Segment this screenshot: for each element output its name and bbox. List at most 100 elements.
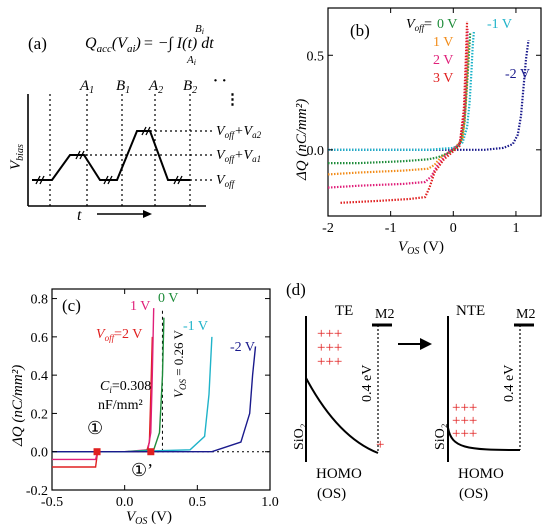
level-guides [70,130,214,181]
marker-b2: B2 [183,78,197,96]
level-voff: Voff [216,173,236,189]
panel-b-ylabel: ΔQ (nC/mm²) [294,99,310,181]
y-tick-label: 0.0 [307,144,325,159]
y-tick-label: -0.2 [26,484,48,499]
pulse-markers: A1 B1 A2 B2 · · ⋮ [79,73,240,108]
eq-arg-sub: ai [127,43,136,55]
panel-b-ticks: -2 -1 0 1 0.0 0.5 [307,8,541,236]
x-tick-label: 0.0 [116,495,134,510]
marker-dots: · · [213,73,227,89]
panel-c-series-label-0v: 0 V [158,291,178,306]
transition-arrowhead [420,338,432,350]
te-interface-charges-1: +++ [317,326,342,342]
state-marker-1 [93,448,101,456]
marker-dots-vertical: ⋮ [225,92,240,108]
panel-c: -0.5 0.0 0.5 1.0 -0.2 0.0 0.2 0.4 0.6 0.8 (c) ΔQ … [10,288,279,527]
panel-b-series-label-3v: 3 V [433,71,453,86]
y-tick-label: 0.0 [31,446,49,461]
panel-b-label: (b) [350,21,370,40]
panel-b: (b) -2 -1 0 1 0.0 0.5 ΔQ (nC/mm²) VOS (V) Vof… [294,7,542,257]
time-arrowhead [143,210,152,218]
svg-text:Qacc(Vai)= −∫ I(t) dt: Qacc(Vai) = −∫ I(t) dt [85,35,214,55]
eq-arg: (V [112,35,129,52]
panel-a-label: (a) [28,34,47,53]
panel-c-xlabel: VOS (V) [126,509,172,527]
panel-c-voff-label: Voff=2 V [96,327,142,343]
y-tick-label: 0.4 [31,369,49,384]
te-barrier-label: 0.4 eV [360,365,375,402]
te-homo-label: HOMO [316,466,362,482]
int-lower: A [186,54,194,66]
panel-c-marker-1p-label: ①’ [131,460,153,480]
nte-metal-label: M2 [516,307,535,322]
x-tick-label: 1.0 [261,495,279,510]
te-title: TE [335,303,353,319]
panel-c-ci-label: Ci=0.308 [100,379,151,395]
bias-waveform [32,130,190,181]
state-marker-2 [147,448,155,456]
series-line-1-v [327,40,470,176]
panel-c-series-label-m2v: -2 V [230,340,255,355]
marker-b1: B1 [116,78,130,96]
series-line-2-v [328,39,530,151]
x-tick-label: 1 [512,221,519,236]
te-os-label: (OS) [317,486,346,502]
eq-lhs: Q [85,35,97,52]
svg-text:Ai: Ai [186,54,196,67]
panel-c-frame [51,288,271,491]
level-va2: Voff+Va2 [216,124,262,140]
nte-oxide-label: SiO₂ [433,423,448,450]
te-metal-label: M2 [375,307,394,322]
marker-a2: A2 [148,78,163,96]
series-line-2-v [52,346,257,453]
nte-homo-label: HOMO [458,466,504,482]
x-tick-label: -1 [385,221,397,236]
x-tick-label: -2 [322,221,334,236]
te-hole-charge: + [376,437,384,453]
panel-c-series-label-1v: 1 V [130,299,150,314]
nte-barrier-label: 0.4 eV [502,365,517,402]
marker-a1: A1 [79,78,94,96]
svg-text:Bi: Bi [195,23,204,36]
panel-b-voff-label: Voff= [406,17,432,33]
eq-lhs-sub: acc [97,43,112,55]
panel-b-series-label-m2v: -2 V [505,67,530,82]
level-va1: Voff+Va1 [216,148,261,164]
eq-arg-close: ) [135,35,141,52]
nte-interface-charges-1: +++ [452,400,477,416]
x-tick-label: 0.5 [189,495,207,510]
nte-title: NTE [456,303,485,319]
y-tick-label: 0.8 [31,293,49,308]
te-diagram: TE M2 0.4 eV SiO₂ +++ +++ +++ + HOMO (OS… [292,303,394,502]
vbias-sub: bias [15,144,26,161]
nte-interface-charges-2: +++ [452,413,477,429]
int-upper: B [195,23,202,35]
panel-c-marker-1-label: ① [87,418,103,438]
pulse-guides [49,94,191,206]
y-tick-label: 0.5 [307,49,325,64]
panel-c-ticks: -0.5 0.0 0.5 1.0 -0.2 0.0 0.2 0.4 0.6 0.8 [26,289,279,510]
panel-d-label: (d) [286,280,306,299]
series-line-1-v [52,336,213,453]
te-oxide-label: SiO₂ [292,423,307,450]
nte-diagram: NTE M2 0.4 eV SiO₂ +++ +++ +++ HOMO (OS) [433,303,535,502]
nte-interface-charges-3: +++ [452,426,477,442]
integral-equation: Qacc(Vai) = −∫ I(t) dt Bi Ai [85,23,214,67]
panel-c-ylabel: ΔQ (nC/mm²) [10,365,26,447]
panel-c-label: (c) [62,296,81,315]
panel-c-plot [52,308,270,468]
x-tick-label: 0 [450,221,457,236]
x-tick-label: -0.5 [41,495,63,510]
panel-b-frame [327,7,542,217]
panel-c-series-label-m1v: -1 V [183,319,208,334]
panel-b-series-label-1v: 1 V [433,35,453,50]
te-interface-charges-2: +++ [317,340,342,356]
series-line-3-v [340,21,469,204]
panel-b-series-label-0v: 0 V [437,17,457,32]
y-tick-label: 0.6 [31,331,49,346]
te-homo-band [305,377,379,454]
vbias-label: Vbias [8,144,26,170]
nte-os-label: (OS) [459,486,488,502]
time-label: t [77,207,82,224]
panel-d: (d) TE M2 0.4 eV SiO₂ +++ +++ +++ + HOMO… [286,280,535,502]
